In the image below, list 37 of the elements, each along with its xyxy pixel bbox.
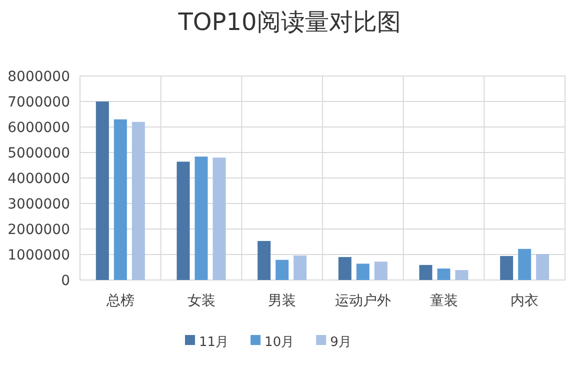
x-tick-label: 总榜: [105, 293, 134, 309]
legend-label: 10月: [264, 335, 294, 350]
bar: [294, 256, 307, 280]
y-tick-label: 7000000: [8, 94, 70, 110]
bar: [258, 240, 271, 280]
y-tick-label: 6000000: [8, 120, 70, 136]
y-tick-label: 8000000: [8, 69, 70, 85]
bar: [132, 122, 145, 280]
bar: [455, 270, 468, 280]
chart-title: TOP10阅读量对比图: [177, 8, 401, 36]
bar: [419, 264, 432, 280]
y-tick-label: 0: [61, 273, 70, 289]
bar: [437, 268, 450, 280]
x-tick-label: 运动户外: [334, 293, 391, 309]
y-tick-label: 4000000: [8, 171, 70, 187]
bar: [356, 264, 370, 280]
bar: [536, 254, 550, 280]
bar: [276, 260, 289, 280]
bar: [96, 102, 109, 280]
x-tick-label: 男装: [268, 293, 296, 309]
legend-label: 11月: [199, 335, 229, 350]
bar: [518, 248, 532, 280]
bar: [338, 257, 352, 280]
y-tick-label: 2000000: [8, 222, 70, 238]
bar: [212, 158, 226, 280]
x-tick-label: 内衣: [510, 293, 539, 309]
x-tick-label: 女装: [187, 293, 216, 309]
legend-label: 9月: [330, 335, 352, 350]
y-tick-label: 3000000: [8, 196, 70, 212]
y-tick-label: 1000000: [8, 248, 70, 264]
bar: [374, 262, 388, 280]
x-tick-label: 童装: [430, 293, 458, 309]
y-tick-label: 5000000: [8, 146, 70, 162]
bar: [500, 256, 514, 280]
bar: [194, 156, 208, 280]
bar: [114, 119, 127, 280]
bar: [176, 162, 190, 280]
